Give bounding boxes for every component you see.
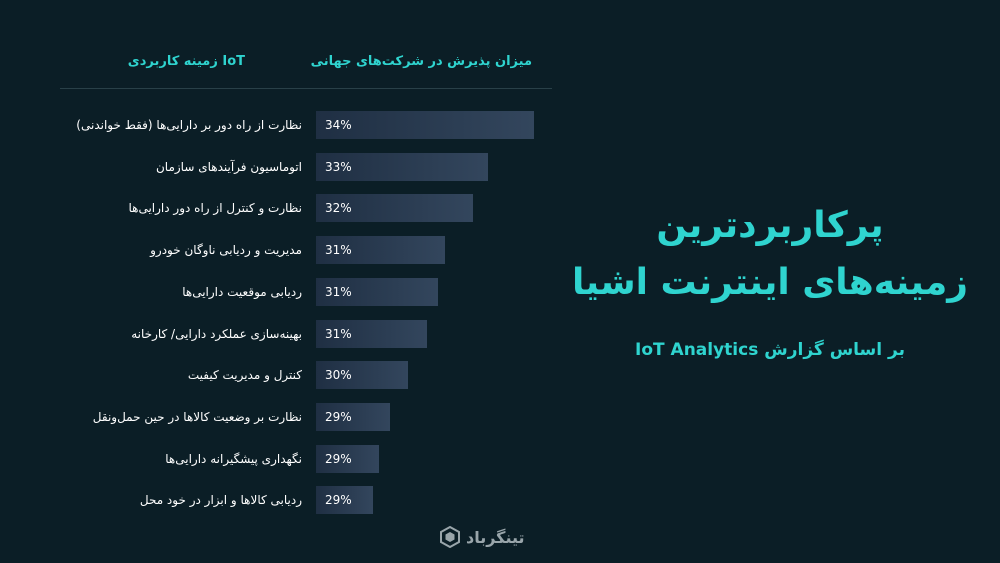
bar-row: نظارت بر وضعیت کالاها در حین حمل‌ونقل 29%: [0, 403, 560, 431]
bar-value-label: 29%: [325, 452, 352, 466]
category-label: مدیریت و ردیابی ناوگان خودرو: [150, 243, 302, 257]
column-header-adoption-rate: میزان پذیرش در شرکت‌های جهانی: [310, 54, 532, 69]
category-label: نظارت از راه دور بر دارایی‌ها (فقط خواند…: [76, 118, 302, 132]
bar-value-label: 32%: [325, 201, 352, 215]
bar-value-label: 30%: [325, 368, 352, 382]
bar-value-label: 29%: [325, 410, 352, 424]
bar-value-label: 31%: [325, 285, 352, 299]
bar-value-label: 31%: [325, 327, 352, 341]
page-subtitle: بر اساس گزارش IoT Analytics: [635, 340, 905, 360]
bar: 33%: [316, 153, 488, 181]
bar-row: اتوماسیون فرآیندهای سازمان 33%: [0, 153, 560, 181]
bar: 29%: [316, 445, 379, 473]
bar-row: نظارت و کنترل از راه دور دارایی‌ها 32%: [0, 194, 560, 222]
bar-value-label: 34%: [325, 118, 352, 132]
page-title-line-2: زمینه‌های اینترنت اشیا: [572, 262, 968, 303]
bar-row: مدیریت و ردیابی ناوگان خودرو 31%: [0, 236, 560, 264]
bar-value-label: 29%: [325, 493, 352, 507]
column-header-application: زمینه کاربردی IoT: [127, 54, 245, 69]
bar-value-label: 31%: [325, 243, 352, 257]
bar: 31%: [316, 320, 427, 348]
bar: 29%: [316, 403, 390, 431]
bar-row: نظارت از راه دور بر دارایی‌ها (فقط خواند…: [0, 111, 560, 139]
category-label: اتوماسیون فرآیندهای سازمان: [155, 160, 302, 174]
bar: 31%: [316, 236, 445, 264]
category-label: بهینه‌سازی عملکرد دارایی/ کارخانه: [131, 327, 302, 341]
bar-row: بهینه‌سازی عملکرد دارایی/ کارخانه 31%: [0, 320, 560, 348]
category-label: نظارت و کنترل از راه دور دارایی‌ها: [128, 201, 302, 215]
brand-logo: تینگرباد: [440, 524, 525, 550]
bar-row: نگهداری پیشگیرانه دارایی‌ها 29%: [0, 445, 560, 473]
bar: 32%: [316, 194, 473, 222]
bar-value-label: 33%: [325, 160, 352, 174]
brand-name: تینگرباد: [466, 527, 525, 547]
category-label: ردیابی کالاها و ابزار در خود محل: [139, 493, 302, 507]
bar: 34%: [316, 111, 534, 139]
hexagon-logo-icon: [440, 526, 460, 548]
header-divider: [60, 88, 552, 89]
bar-row: کنترل و مدیریت کیفیت 30%: [0, 361, 560, 389]
category-label: کنترل و مدیریت کیفیت: [187, 368, 302, 382]
bar: 29%: [316, 486, 373, 514]
category-label: نگهداری پیشگیرانه دارایی‌ها: [165, 452, 302, 466]
page-title-line-1: پرکاربردترین: [656, 205, 884, 246]
bar: 31%: [316, 278, 438, 306]
category-label: نظارت بر وضعیت کالاها در حین حمل‌ونقل: [92, 410, 302, 424]
bar-row: ردیابی موقعیت دارایی‌ها 31%: [0, 278, 560, 306]
category-label: ردیابی موقعیت دارایی‌ها: [182, 285, 302, 299]
bar: 30%: [316, 361, 408, 389]
bar-row: ردیابی کالاها و ابزار در خود محل 29%: [0, 486, 560, 514]
